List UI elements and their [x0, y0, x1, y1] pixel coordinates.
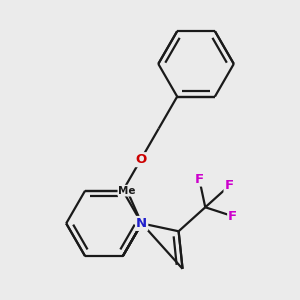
Text: F: F	[195, 172, 204, 185]
Text: F: F	[228, 210, 237, 223]
Text: O: O	[135, 153, 146, 166]
Text: N: N	[136, 217, 147, 230]
Text: F: F	[225, 179, 234, 192]
Text: Me: Me	[118, 186, 136, 196]
